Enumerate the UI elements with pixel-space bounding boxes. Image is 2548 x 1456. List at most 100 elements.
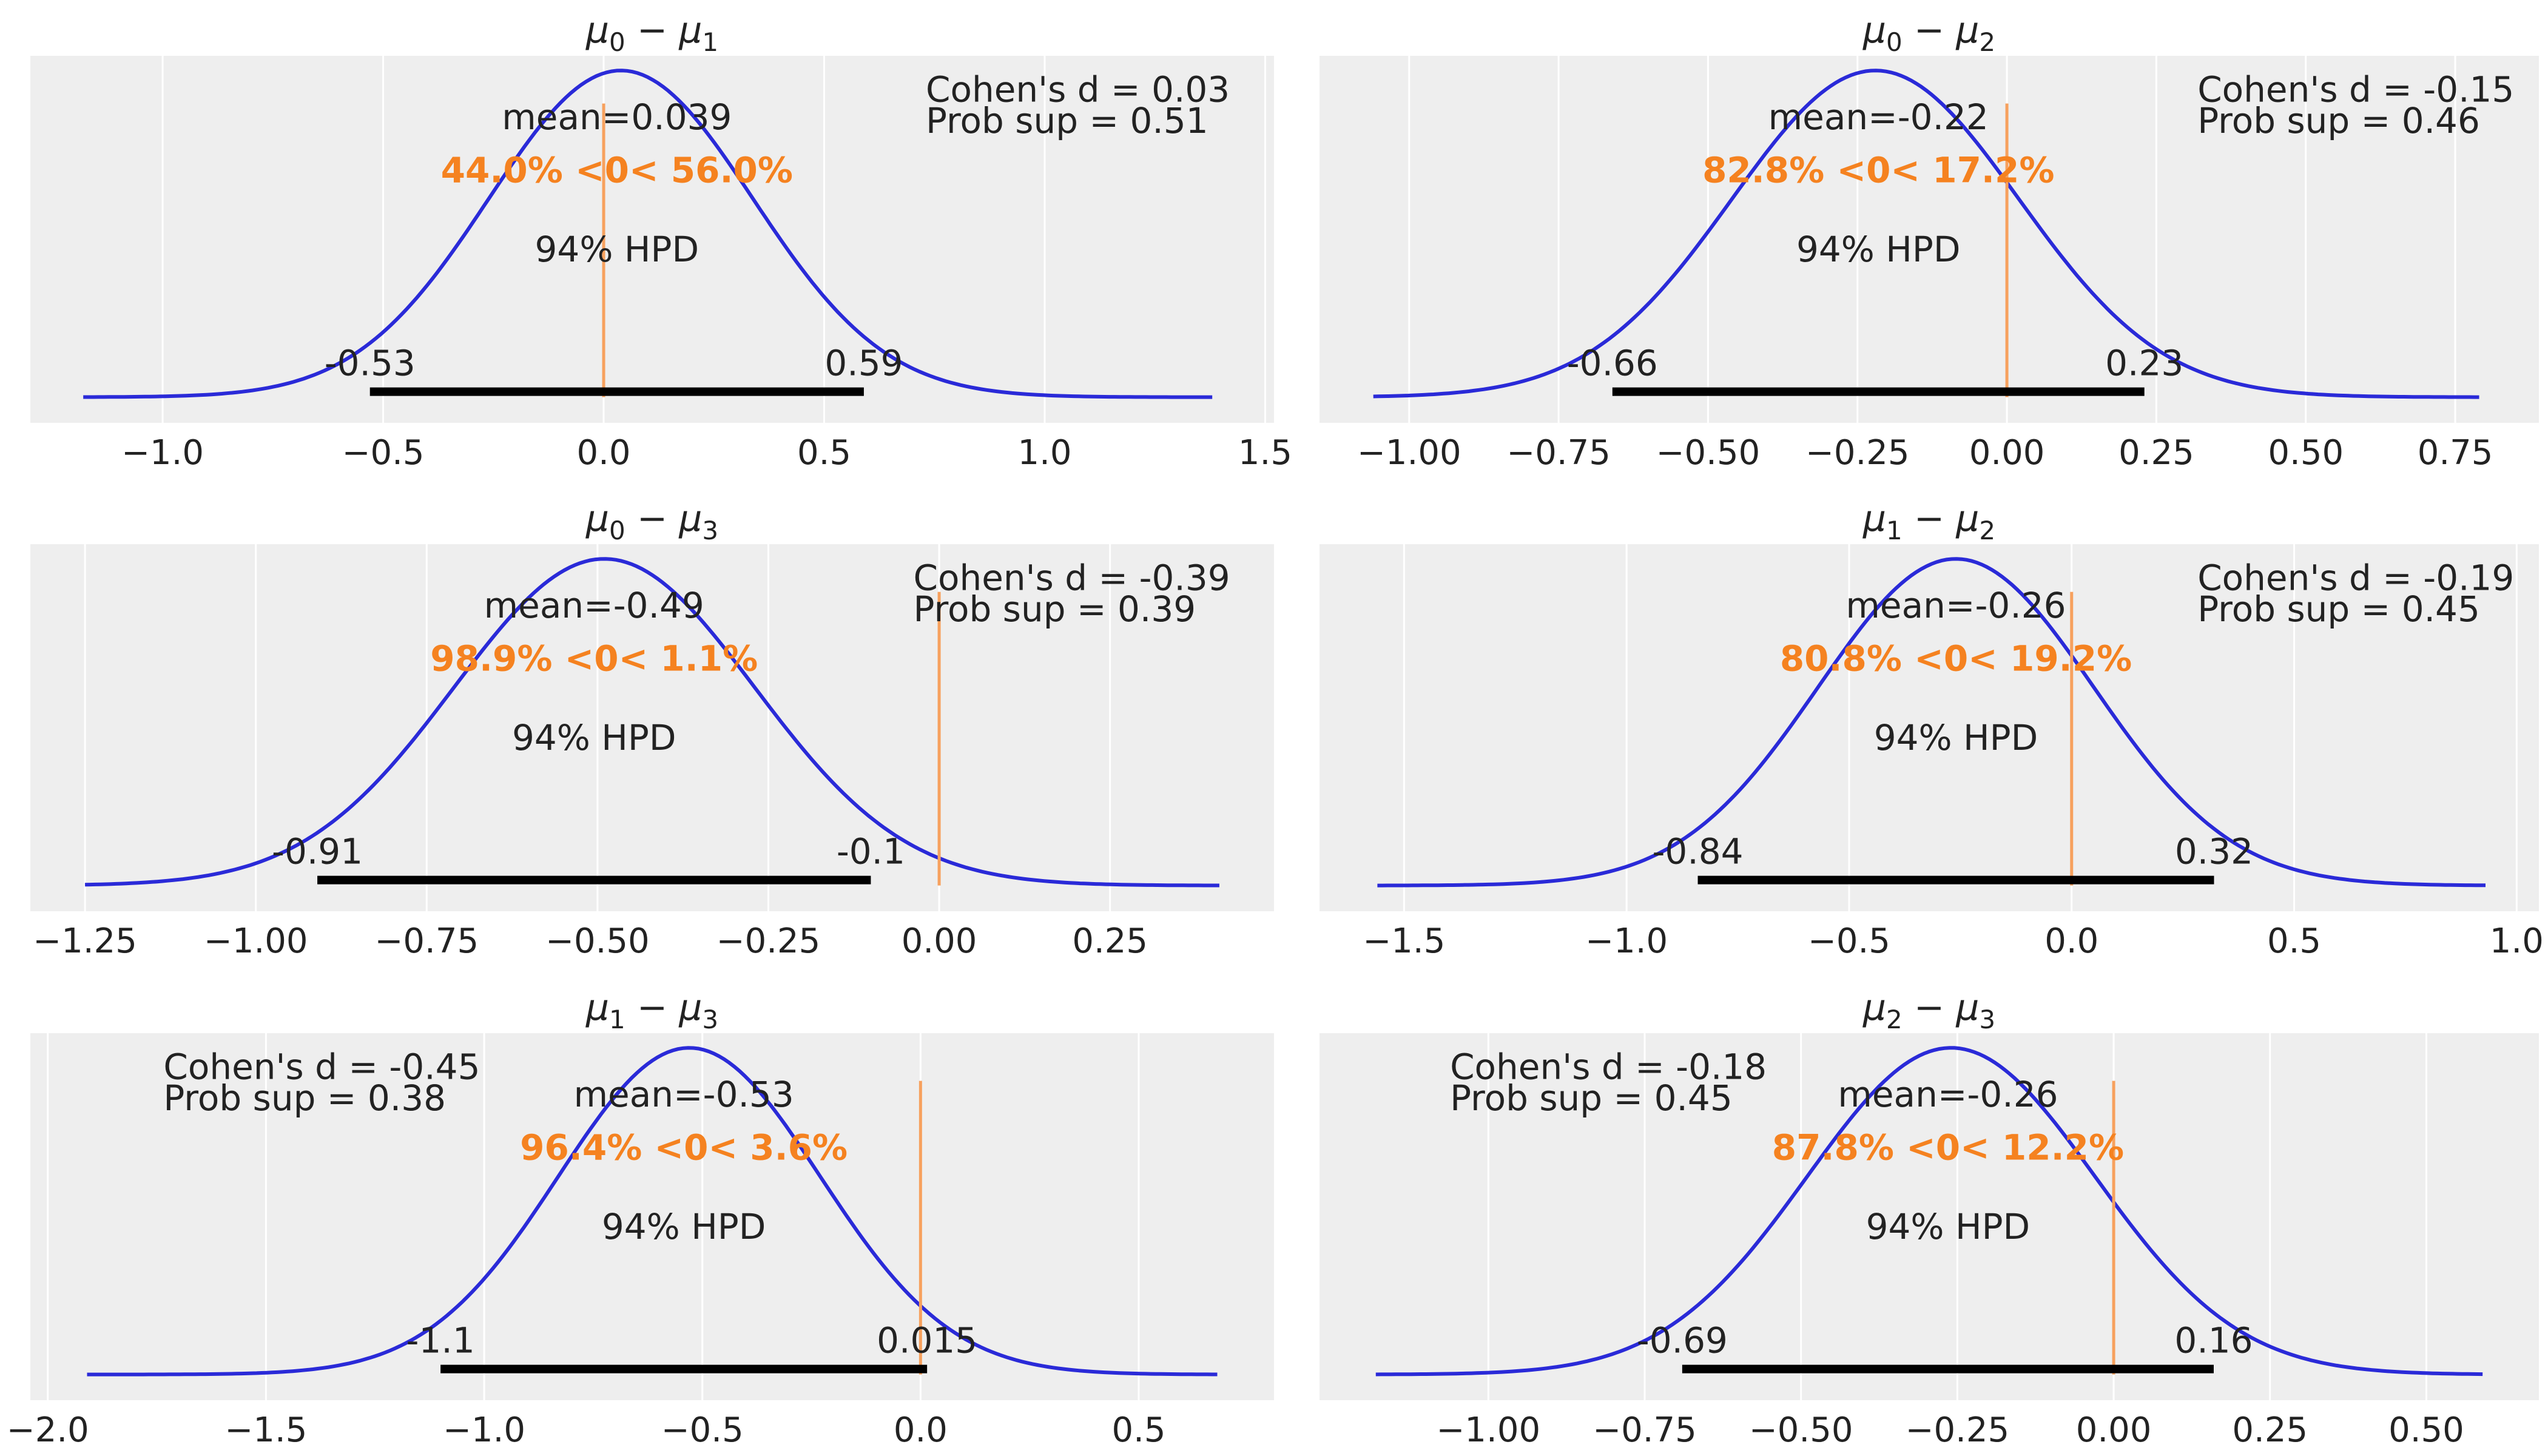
panel-title: μ0 − μ2 bbox=[1862, 9, 1995, 57]
hpd-label: 94% HPD bbox=[535, 229, 699, 270]
hpd-low-label: -0.53 bbox=[325, 342, 416, 383]
title-symbol: μ bbox=[585, 497, 609, 540]
panel-title: μ1 − μ2 bbox=[1862, 497, 1995, 545]
mean-label: mean=-0.53 bbox=[574, 1074, 794, 1115]
x-tick-label: −1.0 bbox=[121, 433, 204, 473]
cohens-d-label: Cohen's d = -0.45 bbox=[163, 1046, 480, 1088]
x-tick-label: 0.50 bbox=[2268, 433, 2344, 473]
panel-title: μ0 − μ3 bbox=[585, 497, 718, 545]
x-tick-label: 0.00 bbox=[1969, 433, 2045, 473]
title-symbol: μ bbox=[1862, 497, 1886, 540]
x-tick-label: 0.5 bbox=[2267, 922, 2321, 961]
x-tick-label: 1.0 bbox=[2490, 922, 2544, 961]
title-operator: − bbox=[1903, 986, 1956, 1029]
title-symbol: μ bbox=[678, 986, 702, 1029]
x-tick-label: −1.5 bbox=[224, 1410, 307, 1450]
panel-4: −1.5 −1.0 −0.5 0.0 0.5 1.0μ1 − μ2-0.84 0.3294%… bbox=[1320, 497, 2544, 961]
x-tick-label: −2.0 bbox=[7, 1410, 89, 1450]
reference-probability-label: 96.4% <0< 3.6% bbox=[520, 1127, 848, 1168]
mean-label: mean=-0.26 bbox=[1838, 1074, 2058, 1115]
x-tick-label: 1.5 bbox=[1238, 433, 1292, 473]
title-subscript: 0 bbox=[1886, 27, 1903, 57]
title-subscript: 3 bbox=[702, 1005, 718, 1034]
reference-probability-label: 87.8% <0< 12.2% bbox=[1772, 1127, 2124, 1168]
hpd-low-label: -0.91 bbox=[272, 831, 363, 872]
x-tick-label: 0.5 bbox=[797, 433, 851, 473]
hpd-high-label: -0.1 bbox=[837, 831, 905, 872]
plot-area bbox=[30, 544, 1274, 911]
plot-area bbox=[1320, 544, 2539, 911]
x-tick-label: −1.00 bbox=[204, 922, 308, 961]
x-tick-label: −0.75 bbox=[1506, 433, 1611, 473]
x-tick-label: 0.25 bbox=[2118, 433, 2194, 473]
cohens-d-label: Cohen's d = -0.39 bbox=[914, 558, 1230, 599]
reference-probability-label: 98.9% <0< 1.1% bbox=[430, 638, 758, 679]
title-symbol: μ bbox=[1862, 986, 1886, 1029]
mean-label: mean=0.039 bbox=[502, 96, 732, 138]
reference-probability-label: 82.8% <0< 17.2% bbox=[1702, 150, 2054, 191]
panel-1: −1.0 −0.5 0.0 0.5 1.0 1.5μ0 − μ1-0.53 0.5994% … bbox=[30, 9, 1292, 473]
x-tick-label: −0.25 bbox=[1805, 433, 1910, 473]
x-tick-label: 0.25 bbox=[1072, 922, 1148, 961]
kde-curve bbox=[83, 69, 1213, 399]
cohens-d-label: Cohen's d = 0.03 bbox=[926, 69, 1230, 110]
mean-label: mean=-0.22 bbox=[1768, 96, 1989, 138]
plot-area bbox=[1320, 56, 2539, 423]
x-tick-label: 1.0 bbox=[1017, 433, 1071, 473]
cohens-d-label: Cohen's d = -0.19 bbox=[2197, 558, 2514, 599]
x-tick-label: −1.5 bbox=[1363, 922, 1445, 961]
hpd-label: 94% HPD bbox=[602, 1206, 766, 1247]
x-tick-label: −0.25 bbox=[716, 922, 821, 961]
x-tick-label: 0.0 bbox=[577, 433, 631, 473]
kde-curve bbox=[85, 557, 1219, 888]
x-tick-label: −0.50 bbox=[545, 922, 650, 961]
x-tick-label: −1.0 bbox=[1585, 922, 1668, 961]
hpd-high-label: 0.59 bbox=[824, 342, 903, 383]
prob-sup-label: Prob sup = 0.46 bbox=[2197, 100, 2480, 141]
title-symbol: μ bbox=[1955, 986, 1979, 1029]
prob-sup-label: Prob sup = 0.45 bbox=[2197, 588, 2480, 630]
prob-sup-label: Prob sup = 0.38 bbox=[163, 1077, 446, 1119]
x-tick-label: −0.50 bbox=[1656, 433, 1761, 473]
plot-area bbox=[30, 56, 1274, 423]
title-operator: − bbox=[625, 9, 679, 52]
title-symbol: μ bbox=[1955, 9, 1979, 52]
title-subscript: 1 bbox=[702, 27, 718, 57]
x-tick-label: −0.75 bbox=[1592, 1410, 1697, 1450]
title-subscript: 2 bbox=[1979, 27, 1995, 57]
title-subscript: 3 bbox=[1979, 1005, 1995, 1034]
title-subscript: 3 bbox=[702, 516, 718, 545]
panel-5: −2.0 −1.5 −1.0 −0.5 0.0 0.5μ1 − μ3-1.1 0.01594… bbox=[7, 986, 1274, 1450]
x-tick-label: 0.0 bbox=[894, 1410, 948, 1450]
x-tick-label: 0.00 bbox=[2076, 1410, 2152, 1450]
reference-probability-label: 80.8% <0< 19.2% bbox=[1780, 638, 2132, 679]
title-operator: − bbox=[1903, 497, 1956, 540]
x-tick-label: −1.00 bbox=[1357, 433, 1461, 473]
plot-area bbox=[1320, 1033, 2539, 1400]
x-tick-label: −1.00 bbox=[1437, 1410, 1541, 1450]
x-tick-label: −1.0 bbox=[443, 1410, 525, 1450]
title-symbol: μ bbox=[1955, 497, 1979, 540]
title-operator: − bbox=[625, 986, 679, 1029]
prob-sup-label: Prob sup = 0.39 bbox=[914, 588, 1196, 630]
kde-curve bbox=[1373, 69, 2479, 399]
title-symbol: μ bbox=[1862, 9, 1886, 52]
x-tick-label: −0.5 bbox=[1808, 922, 1890, 961]
x-tick-label: 0.25 bbox=[2232, 1410, 2308, 1450]
x-tick-label: −0.5 bbox=[661, 1410, 744, 1450]
hpd-label: 94% HPD bbox=[1796, 229, 1961, 270]
title-subscript: 1 bbox=[609, 1005, 625, 1034]
title-subscript: 2 bbox=[1979, 516, 1995, 545]
mean-label: mean=-0.49 bbox=[484, 585, 704, 626]
mean-label: mean=-0.26 bbox=[1845, 585, 2066, 626]
title-operator: − bbox=[625, 497, 679, 540]
x-tick-label: 0.00 bbox=[902, 922, 977, 961]
kde-curve bbox=[1377, 557, 2486, 888]
x-tick-label: 0.0 bbox=[2044, 922, 2098, 961]
hpd-high-label: 0.015 bbox=[877, 1320, 977, 1361]
x-tick-label: −0.25 bbox=[1906, 1410, 2010, 1450]
title-symbol: μ bbox=[678, 9, 702, 52]
